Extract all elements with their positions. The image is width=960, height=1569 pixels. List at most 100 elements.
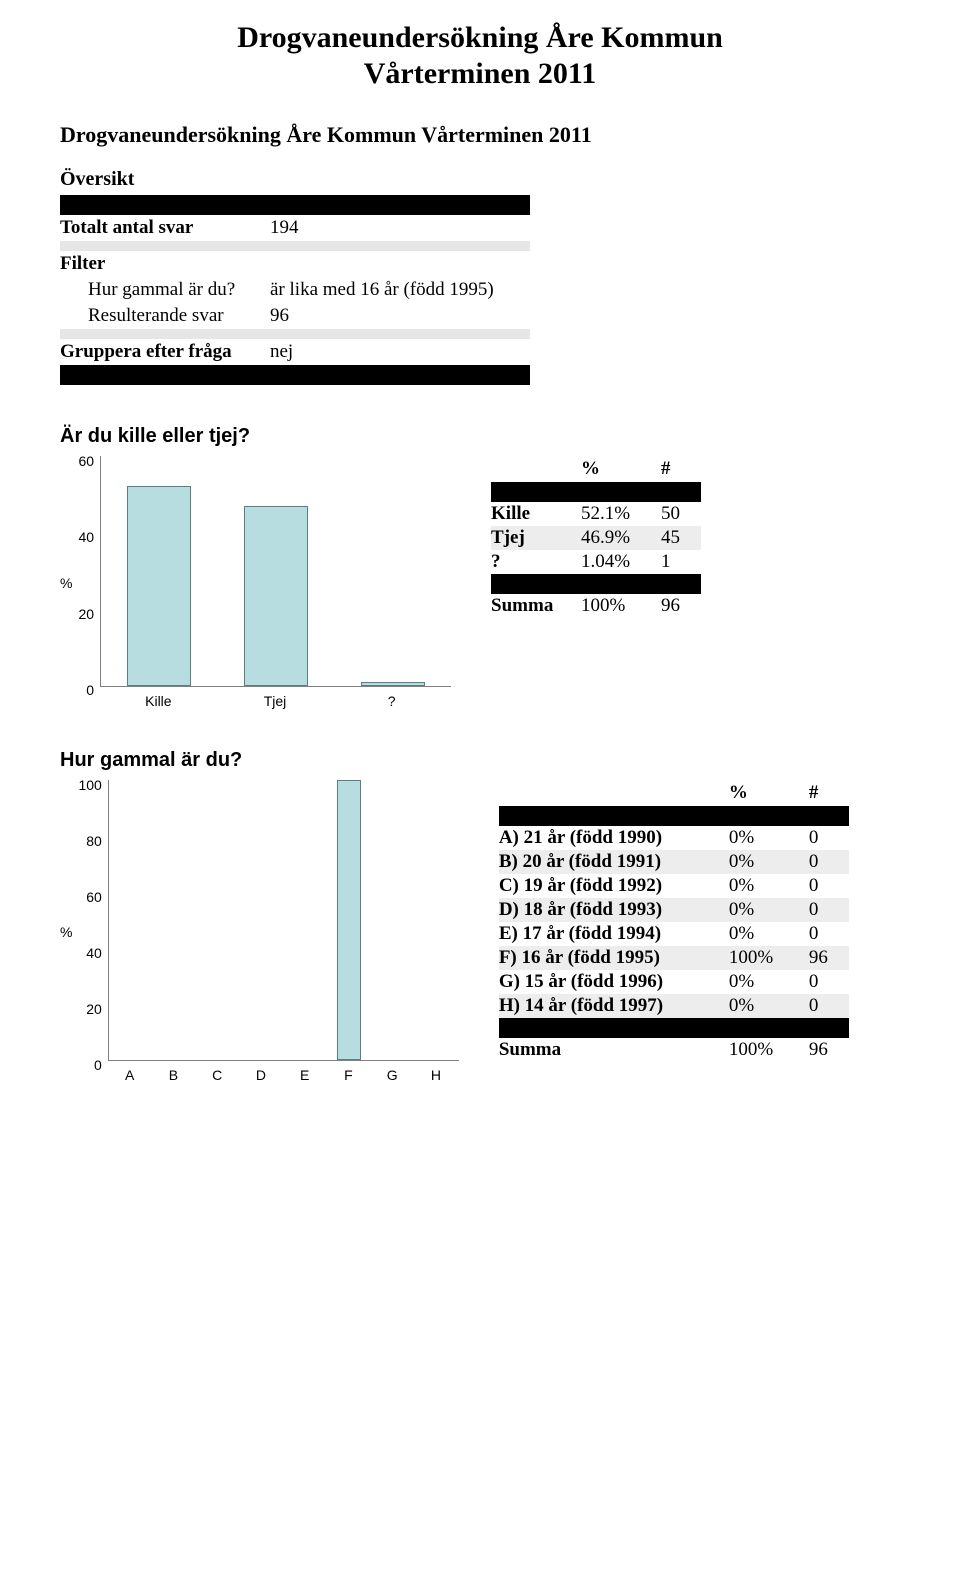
chart: %6040200KilleTjej?	[60, 456, 451, 709]
plot-area	[100, 456, 451, 687]
row-label: A) 21 år (född 1990)	[499, 827, 729, 849]
chart-bar	[337, 780, 361, 1060]
row-cnt: 0	[809, 923, 849, 945]
chart-bar	[127, 486, 191, 686]
row-pct: 0%	[729, 995, 809, 1017]
row-label: F) 16 år (född 1995)	[499, 947, 729, 969]
table-row: Tjej46.9%45	[491, 526, 701, 550]
row-cnt: 0	[809, 875, 849, 897]
q1-table-header: % #	[491, 456, 701, 482]
y-axis-outer: % 100806040200	[60, 780, 108, 1083]
page-subtitle: Drogvaneundersökning Åre Kommun Vårtermi…	[60, 122, 900, 148]
x-tick: G	[370, 1067, 414, 1083]
x-tick: D	[239, 1067, 283, 1083]
row-label: ?	[491, 551, 581, 573]
chart-bar	[361, 682, 425, 686]
row-cnt: 45	[661, 527, 701, 549]
overview-filter-question: Hur gammal är du?	[88, 279, 270, 301]
x-tick: E	[283, 1067, 327, 1083]
x-tick: F	[327, 1067, 371, 1083]
y-axis: 100806040200	[78, 792, 107, 1072]
row-pct: 0%	[729, 923, 809, 945]
q1-block: %6040200KilleTjej? % # Kille52.1%50Tjej4…	[60, 456, 900, 709]
q1-sum-row: Summa 100% 96	[491, 594, 701, 618]
x-tick: Tjej	[217, 693, 334, 709]
q1-sum-cnt: 96	[661, 595, 701, 617]
x-tick: ?	[333, 693, 450, 709]
row-divider	[60, 329, 530, 339]
table-row: C) 19 år (född 1992)0%0	[499, 874, 849, 898]
divider-bar	[491, 574, 701, 594]
overview-heading: Översikt	[60, 168, 530, 191]
overview-resulting-label: Resulterande svar	[88, 305, 270, 327]
plot-wrap: KilleTjej?	[100, 456, 451, 709]
q1-title: Är du kille eller tjej?	[60, 425, 900, 448]
row-cnt: 1	[661, 551, 701, 573]
row-pct: 52.1%	[581, 503, 661, 525]
row-pct: 0%	[729, 875, 809, 897]
row-label: B) 20 år (född 1991)	[499, 851, 729, 873]
row-cnt: 0	[809, 827, 849, 849]
plot-area	[108, 780, 459, 1061]
row-pct: 46.9%	[581, 527, 661, 549]
table-row: D) 18 år (född 1993)0%0	[499, 898, 849, 922]
table-row: Kille52.1%50	[491, 502, 701, 526]
row-cnt: 50	[661, 503, 701, 525]
divider-bar	[499, 806, 849, 826]
overview-resulting-row: Resulterande svar 96	[60, 303, 530, 329]
q2-table-header: % #	[499, 780, 849, 806]
x-tick: B	[152, 1067, 196, 1083]
q1-cnt-header: #	[661, 458, 701, 480]
q1-sum-pct: 100%	[581, 595, 661, 617]
q1-sum-label: Summa	[491, 595, 581, 617]
row-label: D) 18 år (född 1993)	[499, 899, 729, 921]
row-label: G) 15 år (född 1996)	[499, 971, 729, 993]
row-label: Tjej	[491, 527, 581, 549]
overview-filter-header: Filter	[60, 251, 530, 277]
row-cnt: 0	[809, 995, 849, 1017]
q2-sum-label: Summa	[499, 1039, 729, 1061]
overview-filter-label: Filter	[60, 253, 270, 275]
overview-total-value: 194	[270, 217, 299, 239]
q1-table: % # Kille52.1%50Tjej46.9%45?1.04%1 Summa…	[491, 456, 701, 618]
row-pct: 0%	[729, 851, 809, 873]
blank	[499, 782, 729, 804]
row-pct: 1.04%	[581, 551, 661, 573]
q2-pct-header: %	[729, 782, 809, 804]
table-row: G) 15 år (född 1996)0%0	[499, 970, 849, 994]
table-row: A) 21 år (född 1990)0%0	[499, 826, 849, 850]
divider-bar	[491, 482, 701, 502]
q2-block: % 100806040200ABCDEFGH % # A) 21 år (född…	[60, 780, 900, 1083]
overview-total-row: Totalt antal svar 194	[60, 215, 530, 241]
overview-filter-answer: är lika med 16 år (född 1995)	[270, 279, 494, 301]
row-cnt: 0	[809, 971, 849, 993]
y-axis-label: %	[60, 924, 72, 940]
overview-group-row: Gruppera efter fråga nej	[60, 339, 530, 365]
chart: % 100806040200ABCDEFGH	[60, 780, 459, 1083]
row-pct: 0%	[729, 827, 809, 849]
q2-table: % # A) 21 år (född 1990)0%0B) 20 år (föd…	[499, 780, 849, 1062]
row-label: Kille	[491, 503, 581, 525]
x-tick: C	[195, 1067, 239, 1083]
q2-rows: A) 21 år (född 1990)0%0B) 20 år (född 19…	[499, 826, 849, 1018]
q1-chart: %6040200KilleTjej?	[60, 456, 451, 709]
x-axis: ABCDEFGH	[108, 1067, 458, 1083]
row-label: E) 17 år (född 1994)	[499, 923, 729, 945]
row-pct: 100%	[729, 947, 809, 969]
y-axis-outer: %6040200	[60, 456, 100, 709]
q2-sum-row: Summa 100% 96	[499, 1038, 849, 1062]
x-tick: A	[108, 1067, 152, 1083]
row-divider	[60, 241, 530, 251]
table-row: H) 14 år (född 1997)0%0	[499, 994, 849, 1018]
x-tick: Kille	[100, 693, 217, 709]
q2-cnt-header: #	[809, 782, 849, 804]
title-line-1: Drogvaneundersökning Åre Kommun	[237, 21, 723, 54]
overview-group-label: Gruppera efter fråga	[60, 341, 270, 363]
x-tick: H	[414, 1067, 458, 1083]
title-line-2: Vårterminen 2011	[364, 57, 596, 90]
x-axis: KilleTjej?	[100, 693, 450, 709]
q1-rows: Kille52.1%50Tjej46.9%45?1.04%1	[491, 502, 701, 574]
y-axis: 6040200	[78, 468, 100, 698]
overview-total-label: Totalt antal svar	[60, 217, 270, 239]
overview-group-value: nej	[270, 341, 293, 363]
